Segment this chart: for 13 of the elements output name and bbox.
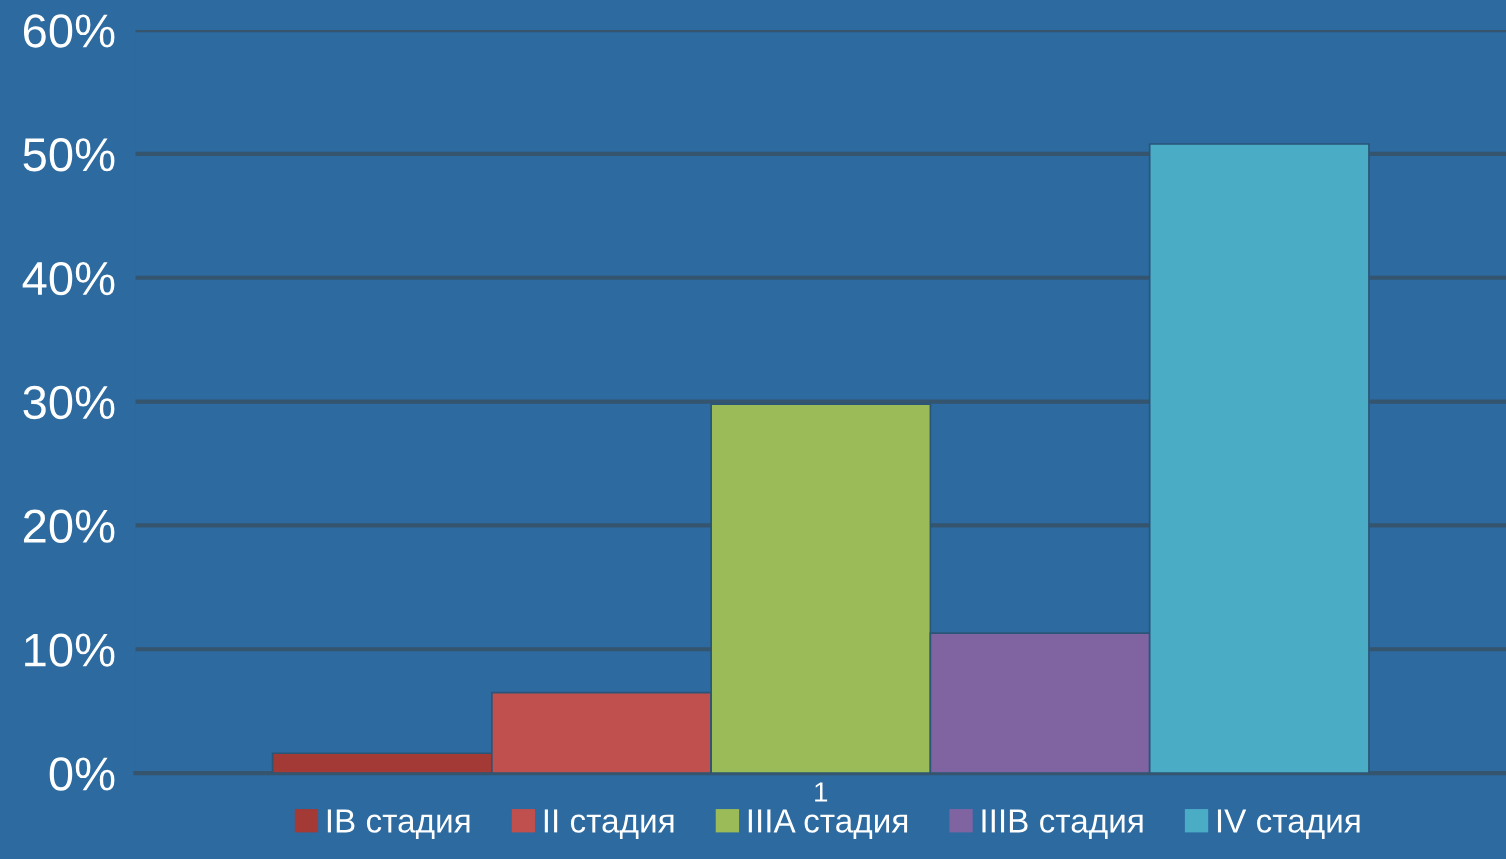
y-tick-label: 20% (23, 509, 115, 543)
legend-label: IV стадия (1217, 809, 1360, 840)
legend-label: II стадия (544, 809, 674, 840)
legend-label: IIIA стадия (748, 809, 908, 840)
y-tick-label: 60% (23, 14, 115, 48)
y-tick-label: 30% (23, 385, 115, 420)
legend-label: IB стадия (327, 809, 470, 840)
x-tick-label: 1 (815, 782, 828, 802)
legend-label: IIIB стадия (982, 809, 1143, 840)
y-tick-label: 40% (22, 261, 115, 296)
y-tick-label: 0% (49, 757, 115, 791)
y-tick-label: 50% (23, 138, 115, 172)
y-tick-label: 10% (25, 633, 115, 667)
